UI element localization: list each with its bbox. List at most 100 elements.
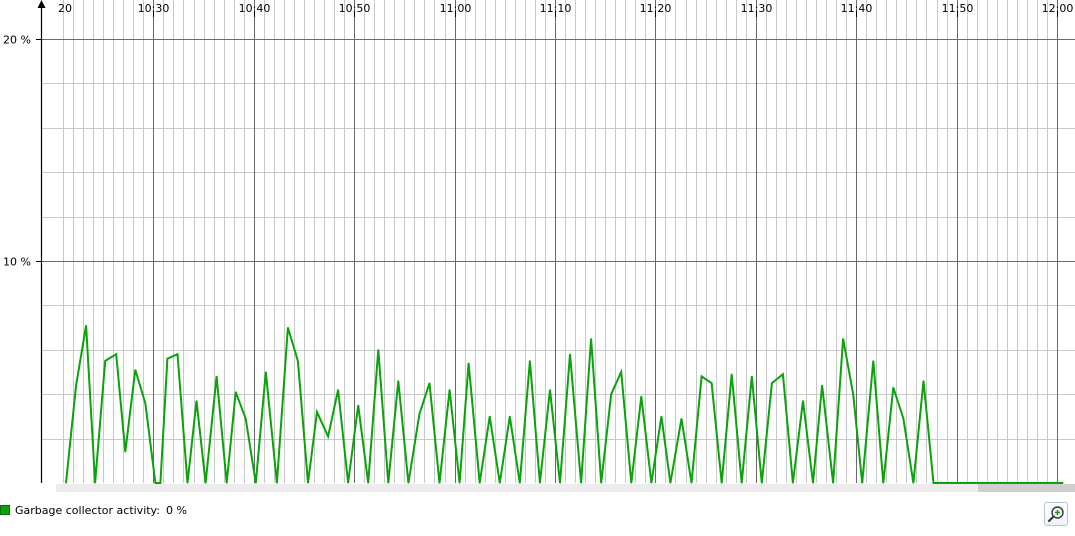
legend-value: 0 % <box>165 503 187 517</box>
data-point <box>902 418 905 420</box>
zoom-in-icon <box>1047 506 1064 523</box>
x-tick-label: 11:00 <box>440 2 472 15</box>
data-point <box>669 482 672 484</box>
grid-layer <box>41 0 1075 483</box>
data-point <box>205 482 207 484</box>
data-point <box>983 482 985 484</box>
x-axis-ticks: 20 10:30 10:40 10:50 11:00 11:10 11:20 11:30 11:… <box>58 2 1073 17</box>
data-point <box>459 482 461 484</box>
data-point <box>418 413 420 415</box>
data-point <box>751 375 753 377</box>
x-tick-label: 20 <box>58 2 72 15</box>
data-point <box>94 482 96 484</box>
data-point <box>680 418 683 420</box>
data-point <box>255 482 257 484</box>
data-point <box>802 400 804 402</box>
data-point <box>600 482 602 484</box>
data-point <box>630 482 632 484</box>
y-tick-label: 10 % <box>3 256 31 269</box>
data-point <box>407 482 409 484</box>
legend-label: Garbage collector activity: <box>15 503 160 517</box>
data-point <box>932 482 935 484</box>
data-point <box>519 482 521 484</box>
data-point <box>690 482 693 484</box>
data-point <box>821 384 823 386</box>
data-point <box>287 327 289 329</box>
y-axis-ticks: 20 % 10 % <box>3 34 41 269</box>
data-point <box>479 482 481 484</box>
data-point <box>782 373 784 375</box>
data-point <box>1043 482 1045 484</box>
data-point <box>731 373 733 375</box>
legend: Garbage collector activity: 0 % <box>0 502 187 518</box>
data-point <box>832 482 834 484</box>
x-tick-label: 10:30 <box>138 2 170 15</box>
data-point <box>265 371 267 373</box>
series-line <box>65 325 1063 484</box>
data-point <box>316 411 318 413</box>
data-point <box>65 482 67 484</box>
data-point <box>235 391 237 393</box>
data-point <box>489 415 491 417</box>
data-point <box>569 353 571 355</box>
data-point <box>1023 482 1025 484</box>
series-layer <box>65 324 1064 484</box>
data-point <box>892 386 894 389</box>
data-point <box>297 360 299 362</box>
data-point <box>993 482 995 484</box>
data-point <box>245 418 247 420</box>
data-point <box>1062 482 1064 484</box>
data-point <box>963 482 965 484</box>
gc-activity-chart: 20 10:30 10:40 10:50 11:00 11:10 11:20 11:30 11:… <box>3 0 1075 492</box>
data-point <box>154 482 156 484</box>
data-point <box>104 360 106 362</box>
data-point <box>922 380 925 382</box>
data-point <box>1032 482 1034 484</box>
data-point <box>115 353 117 355</box>
data-point <box>1003 482 1005 484</box>
data-point <box>761 482 763 484</box>
x-tick-label: 11:50 <box>942 2 974 15</box>
scroll-thumb[interactable] <box>978 484 1075 492</box>
zoom-button[interactable] <box>1044 502 1068 526</box>
data-point <box>166 358 168 360</box>
x-tick-label: 12:00 <box>1042 2 1074 15</box>
data-point <box>216 375 218 377</box>
legend-swatch <box>0 505 10 515</box>
axis-layer <box>37 0 1075 492</box>
data-point <box>610 393 612 395</box>
data-point <box>347 482 349 484</box>
data-point <box>771 382 773 384</box>
x-tick-label: 11:10 <box>540 2 572 15</box>
data-point <box>176 353 179 355</box>
data-point <box>144 402 146 404</box>
x-tick-label: 11:20 <box>640 2 672 15</box>
data-point <box>529 360 531 362</box>
data-point <box>842 338 844 340</box>
data-point <box>1013 482 1015 484</box>
data-point <box>559 482 561 484</box>
data-point <box>721 482 723 484</box>
data-point <box>367 482 369 484</box>
data-point <box>357 404 359 406</box>
data-point <box>620 371 622 373</box>
data-point <box>509 415 511 417</box>
data-point <box>539 482 541 484</box>
data-point <box>701 375 703 377</box>
data-point <box>195 400 198 402</box>
data-point <box>327 435 329 437</box>
data-point <box>397 380 399 382</box>
y-axis-arrow <box>37 0 46 8</box>
data-point <box>711 382 713 384</box>
data-point <box>124 451 126 453</box>
data-point <box>580 482 582 484</box>
scroll-strip <box>56 484 978 492</box>
x-tick-label: 10:40 <box>239 2 271 15</box>
data-point <box>872 360 874 362</box>
data-point <box>337 389 339 391</box>
data-point <box>85 324 87 326</box>
data-point <box>650 482 653 484</box>
y-tick-label: 20 % <box>3 34 31 47</box>
data-point <box>942 482 945 484</box>
data-point <box>226 482 228 484</box>
